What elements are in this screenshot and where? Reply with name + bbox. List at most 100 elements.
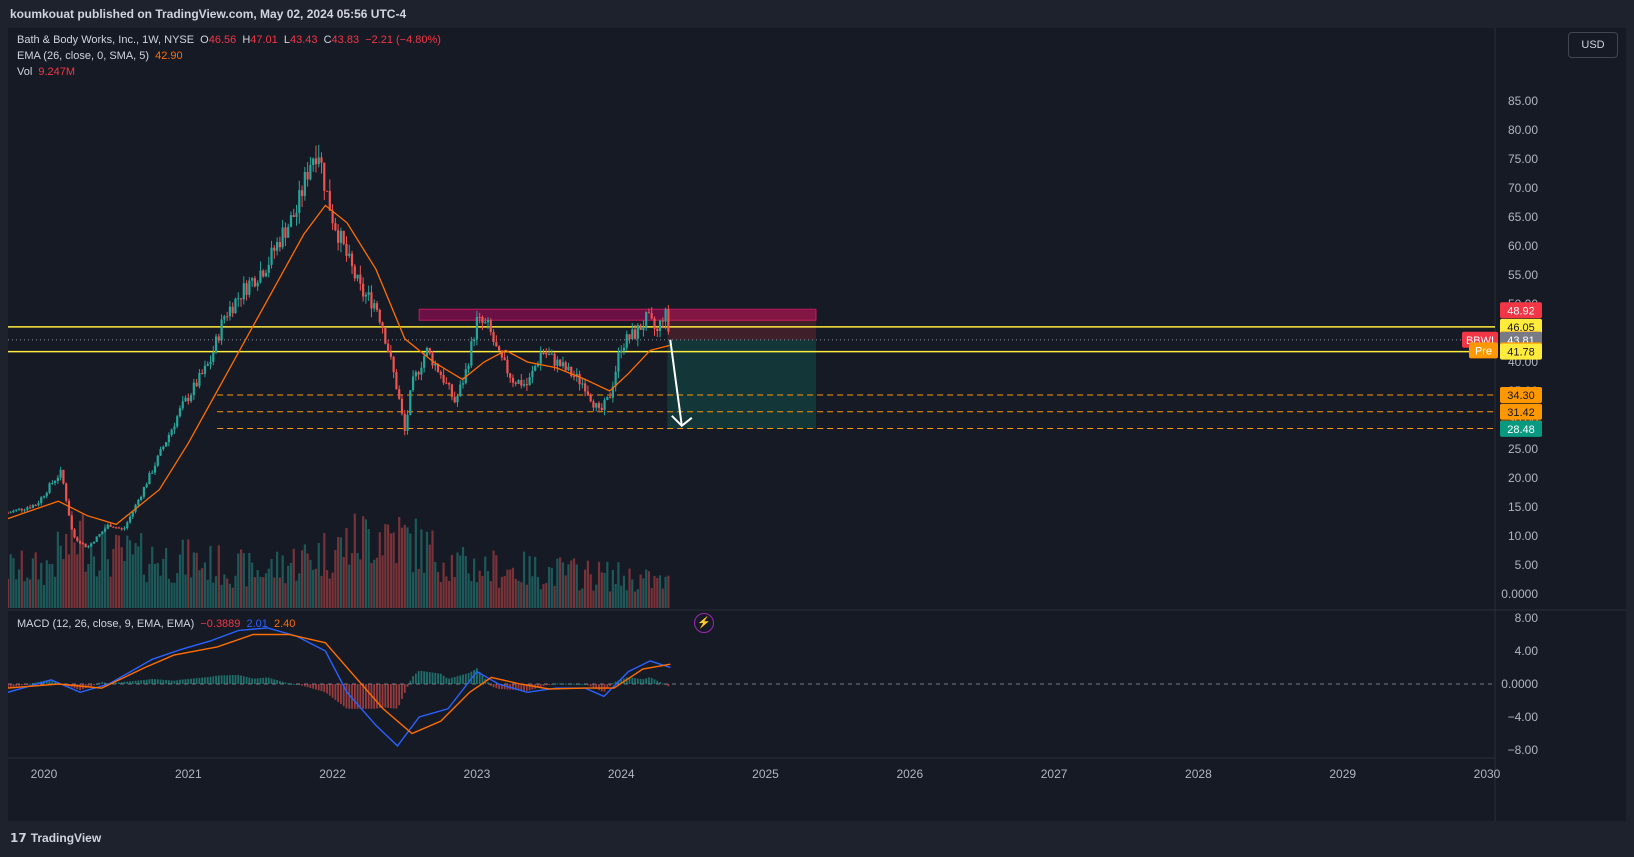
candle — [417, 372, 420, 375]
volume-bar — [550, 567, 553, 608]
macd-hist-bar — [376, 684, 378, 709]
volume-bar — [65, 534, 68, 608]
macd-hist-bar — [54, 681, 56, 684]
macd-hist-bar — [489, 684, 492, 686]
volume-bar — [450, 554, 454, 608]
macd-hist-bar — [32, 683, 34, 685]
volume-bar — [270, 558, 273, 608]
volume-bar — [617, 562, 620, 608]
volume-bar — [73, 542, 76, 608]
candle — [589, 394, 592, 402]
candle — [631, 329, 634, 340]
candle — [503, 357, 506, 360]
volume-bar — [314, 568, 318, 608]
macd-hist-bar — [476, 668, 478, 684]
volume-bar — [140, 533, 143, 608]
volume-bar — [54, 576, 57, 608]
volume-bar — [603, 572, 606, 608]
volume-bar — [20, 550, 23, 608]
candle — [264, 272, 268, 277]
currency-button[interactable]: USD — [1568, 32, 1618, 58]
volume-bar — [320, 575, 323, 608]
volume-bar — [375, 557, 379, 608]
macd-hist-bar — [584, 684, 587, 685]
volume-bar — [578, 590, 581, 608]
candle — [198, 372, 201, 387]
candle — [295, 212, 298, 217]
candle — [395, 372, 398, 390]
chart-area[interactable]: 2020 2021 2022 2023 2024 2025 2026 2027 2028 2029… — [8, 28, 1626, 821]
volume-bar — [117, 535, 121, 608]
macd-hist-bar — [473, 669, 476, 684]
macd-hist-bar — [12, 684, 15, 687]
candle — [617, 352, 620, 372]
price-label: 31.42 — [1507, 407, 1535, 419]
macd-hist-bar — [587, 684, 589, 686]
candle — [647, 312, 651, 314]
candle — [176, 416, 179, 427]
volume-series — [8, 511, 670, 608]
volume-bar — [62, 558, 65, 608]
volume-bar — [520, 582, 523, 608]
macd-hist-bar — [131, 681, 134, 684]
volume-bar — [300, 550, 304, 608]
macd-hist-bar — [20, 684, 23, 686]
volume-bar — [95, 576, 98, 608]
candle — [187, 397, 190, 402]
macd-hist-bar — [234, 675, 237, 684]
chart-svg[interactable]: 2020 2021 2022 2023 2024 2025 2026 2027 2028 2029… — [8, 28, 1626, 821]
candle — [126, 522, 129, 529]
candle — [636, 325, 639, 339]
volume-bar — [461, 547, 465, 608]
y-tick-label: 15.00 — [1508, 500, 1538, 514]
volume-bar — [84, 571, 87, 608]
candle — [475, 316, 478, 340]
macd-hist-bar — [134, 680, 137, 684]
macd-hist-bar — [520, 684, 523, 691]
volume-bar — [115, 534, 118, 608]
macd-hist-bar — [503, 684, 506, 690]
vol-value: 9.247M — [38, 66, 76, 78]
volume-bar — [647, 571, 651, 608]
candle — [328, 190, 331, 211]
volume-bar — [181, 539, 184, 608]
candle — [484, 322, 487, 324]
volume-bar — [656, 577, 659, 608]
volume-bar — [406, 527, 409, 608]
volume-bar — [592, 590, 595, 608]
candle — [92, 541, 96, 544]
macd-hist-bar — [345, 684, 348, 709]
macd-hist-bar — [423, 671, 426, 684]
volume-bar — [556, 558, 559, 608]
y-tick-label: 85.00 — [1508, 94, 1538, 108]
volume-bar — [312, 569, 315, 608]
candle — [639, 325, 642, 331]
macd-label: MACD (12, 26, close, 9, EMA, EMA) — [17, 618, 195, 630]
tradingview-logo[interactable]: 𝟭𝟳 TradingView — [10, 831, 101, 845]
candle — [192, 382, 195, 396]
volume-bar — [473, 558, 476, 608]
macd-hist-bar — [578, 683, 581, 685]
price-label-bg — [1500, 420, 1542, 437]
candle — [31, 505, 34, 508]
macd-hist-bar — [34, 682, 37, 684]
ema-legend: EMA (26, close, 0, SMA, 5) 42.90 — [17, 50, 183, 62]
candle — [381, 322, 384, 328]
x-tick-label: 2030 — [1474, 767, 1501, 781]
candle — [658, 320, 662, 331]
volume-bar — [15, 579, 18, 608]
volume-bar — [536, 577, 540, 608]
volume-bar — [514, 578, 517, 608]
lightning-icon[interactable]: ⚡ — [694, 613, 714, 633]
candle — [456, 396, 459, 403]
candle — [242, 283, 245, 300]
macd-hist-bar — [273, 679, 276, 684]
x-tick-label: 2026 — [896, 767, 923, 781]
candle — [428, 347, 431, 354]
low-label: L — [283, 34, 290, 46]
candle — [350, 253, 354, 267]
y-tick-label: 80.00 — [1508, 123, 1538, 137]
candle — [653, 318, 656, 329]
volume-bar — [223, 574, 226, 608]
candle — [201, 372, 204, 374]
